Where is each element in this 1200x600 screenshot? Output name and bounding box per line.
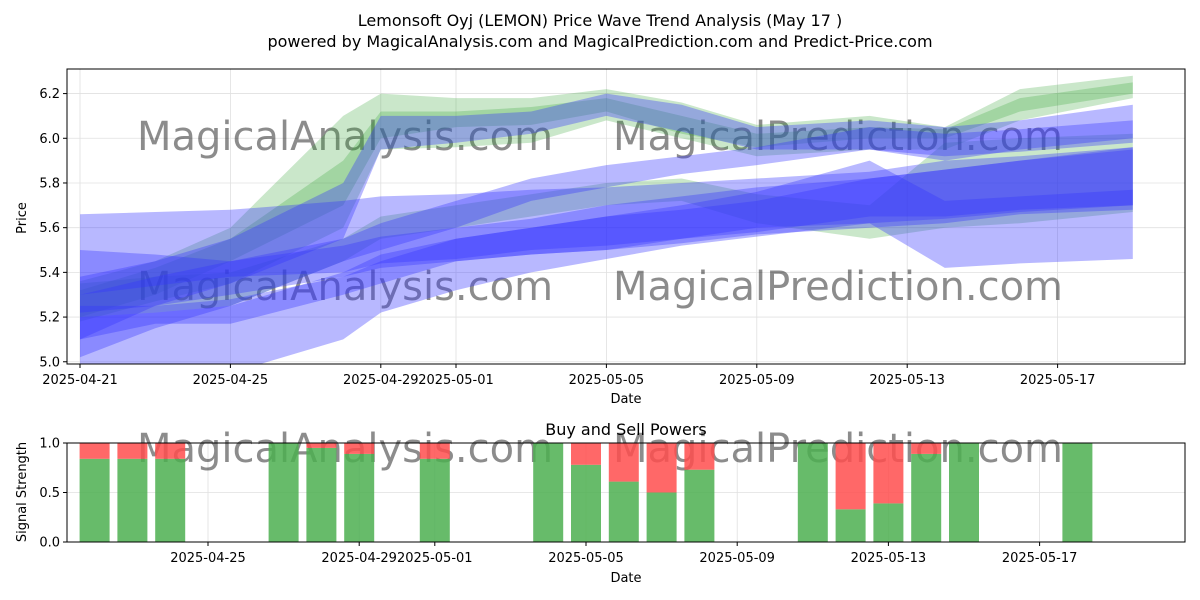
- sell-bar-2025-05-08: [684, 443, 715, 470]
- price-y-axis-label: Price: [15, 202, 30, 234]
- price-xtick-label: 2025-05-17: [1020, 373, 1096, 388]
- price-band-blue-3: [80, 93, 1133, 340]
- buy-bar-2025-04-28: [306, 447, 337, 542]
- price-bands: [80, 75, 1133, 364]
- sell-bar-2025-05-13: [873, 443, 904, 504]
- buy-sell-x-axis-label: Date: [610, 571, 641, 586]
- buy-sell-xtick-label: 2025-05-09: [699, 551, 775, 566]
- buy-bar-2025-04-29: [344, 453, 375, 542]
- price-xtick-label: 2025-05-01: [418, 373, 494, 388]
- buy-sell-xtick-label: 2025-05-05: [548, 551, 624, 566]
- buy-bar-2025-04-24: [155, 458, 186, 542]
- buy-bar-2025-05-01: [419, 458, 450, 542]
- price-band-green-0: [80, 75, 1133, 322]
- price-band-green-1: [80, 82, 1133, 318]
- sell-bar-2025-04-28: [306, 443, 337, 448]
- buy-bar-2025-04-27: [268, 443, 299, 542]
- sell-bar-2025-05-05: [571, 443, 601, 465]
- sell-bar-2025-05-01: [419, 443, 450, 459]
- sell-bar-2025-04-24: [155, 443, 186, 459]
- price-band-blue-8: [80, 147, 1133, 295]
- sell-bar-2025-04-29: [344, 443, 375, 454]
- price-plot-frame: [66, 68, 1186, 365]
- price-ytick-label: 6.0: [39, 132, 60, 147]
- price-x-axis-label: Date: [610, 392, 641, 407]
- watermark-prediction-top: MagicalPrediction.com: [613, 114, 1063, 160]
- sell-bar-2025-05-06: [608, 443, 639, 482]
- price-x-ticks: 2025-04-21 2025-04-25 2025-04-29 2025-05-01…: [42, 364, 1095, 388]
- buy-bar-2025-05-11: [797, 443, 828, 542]
- sell-bar-2025-04-23: [117, 443, 148, 459]
- price-grid: [67, 69, 1185, 364]
- buy-bar-2025-05-04: [533, 443, 564, 542]
- price-band-blue-5: [80, 149, 1133, 340]
- watermark-analysis-mid: MagicalAnalysis.com: [137, 264, 553, 310]
- price-ytick-label: 6.2: [39, 87, 60, 102]
- buy-sell-ytick-label: 0.5: [39, 486, 60, 501]
- chart-subtitle: powered by MagicalAnalysis.com and Magic…: [267, 32, 932, 51]
- price-y-ticks: 5.0 5.2 5.4 5.6 5.8 6.0 6.2: [39, 87, 67, 370]
- price-watermarks: MagicalAnalysis.com MagicalPrediction.co…: [137, 114, 1063, 310]
- price-xtick-label: 2025-04-25: [193, 373, 269, 388]
- price-xtick-label: 2025-05-13: [869, 373, 945, 388]
- sell-bar-2025-05-12: [835, 443, 866, 510]
- price-ytick-label: 5.4: [39, 266, 60, 281]
- buy-bar-2025-05-12: [835, 509, 866, 542]
- buy-bar-2025-05-05: [571, 464, 601, 542]
- buy-sell-x-ticks: 2025-04-25 2025-04-29 2025-05-01 2025-05-05…: [170, 542, 1077, 566]
- watermark-prediction-mid: MagicalPrediction.com: [613, 264, 1063, 310]
- sell-bar-2025-05-14: [911, 443, 942, 454]
- sell-bar-2025-04-22: [79, 443, 110, 459]
- price-xtick-label: 2025-04-29: [343, 373, 419, 388]
- buy-sell-xtick-label: 2025-05-01: [397, 551, 473, 566]
- buy-sell-xtick-label: 2025-05-13: [851, 551, 927, 566]
- buy-sell-bars: [79, 443, 1093, 542]
- buy-sell-y-ticks: 0.0 0.5 1.0: [39, 437, 67, 551]
- price-band-blue-4: [80, 120, 1133, 358]
- buy-sell-xtick-label: 2025-05-17: [1002, 551, 1078, 566]
- buy-sell-xtick-label: 2025-04-29: [321, 551, 397, 566]
- buy-sell-xtick-label: 2025-04-25: [170, 551, 246, 566]
- price-wave-chart: MagicalAnalysis.com MagicalPrediction.co…: [15, 68, 1186, 407]
- price-band-blue-7: [80, 160, 1133, 364]
- price-xtick-label: 2025-04-21: [42, 373, 118, 388]
- buy-bar-2025-05-14: [911, 453, 942, 542]
- price-ytick-label: 5.2: [39, 311, 60, 326]
- buy-bar-2025-04-23: [117, 458, 148, 542]
- buy-bar-2025-05-13: [873, 503, 904, 542]
- price-xtick-label: 2025-05-05: [569, 373, 645, 388]
- watermark-analysis-top: MagicalAnalysis.com: [137, 114, 553, 160]
- price-ytick-label: 5.0: [39, 355, 60, 370]
- chart-title: Lemonsoft Oyj (LEMON) Price Wave Trend A…: [358, 11, 842, 30]
- buy-sell-ytick-label: 0.0: [39, 536, 60, 551]
- price-ytick-label: 5.8: [39, 176, 60, 191]
- price-xtick-label: 2025-05-09: [719, 373, 795, 388]
- buy-bar-2025-05-06: [608, 481, 639, 542]
- price-ytick-label: 5.6: [39, 221, 60, 236]
- buy-bar-2025-05-18: [1062, 443, 1093, 542]
- buy-bar-2025-04-22: [79, 458, 110, 542]
- buy-sell-title: Buy and Sell Powers: [545, 420, 707, 439]
- buy-sell-y-axis-label: Signal Strength: [15, 442, 30, 542]
- buy-sell-ytick-label: 1.0: [39, 437, 60, 452]
- buy-bar-2025-05-07: [646, 492, 677, 542]
- buy-sell-chart: Buy and Sell Powers MagicalAnalysis.com …: [15, 420, 1186, 586]
- price-band-blue-6: [80, 147, 1133, 313]
- sell-bar-2025-05-07: [646, 443, 677, 493]
- buy-bar-2025-05-08: [684, 469, 715, 542]
- price-band-green-2: [80, 133, 1133, 318]
- buy-bar-2025-05-15: [949, 443, 979, 542]
